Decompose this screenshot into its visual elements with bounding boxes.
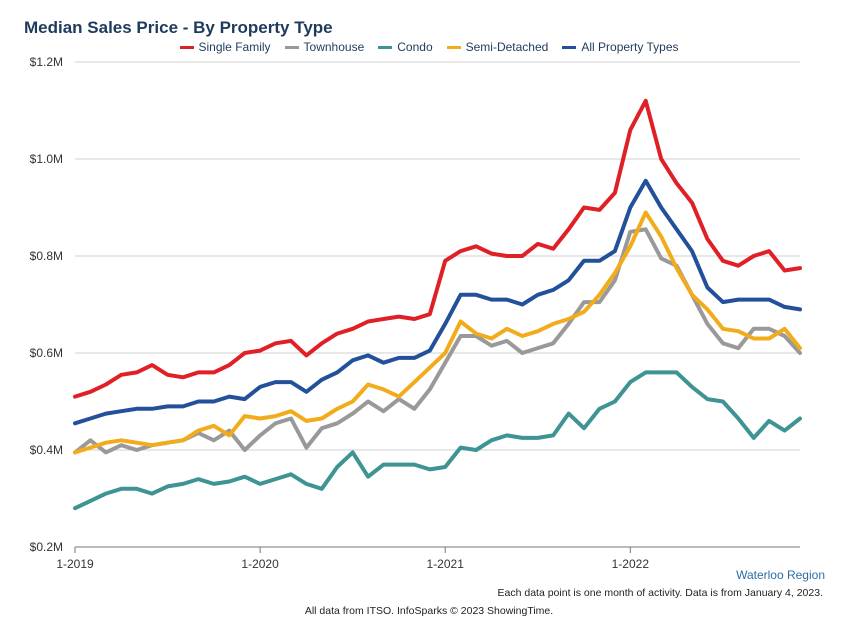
- legend-swatch: [284, 45, 299, 49]
- legend-label: Single Family: [198, 40, 271, 54]
- y-tick-label: $1.0M: [30, 152, 63, 166]
- legend-label: Semi-Detached: [465, 40, 549, 54]
- legend-swatch: [446, 45, 461, 49]
- legend-item[interactable]: Condo: [378, 40, 433, 54]
- x-tick-label: 1-2020: [241, 557, 279, 571]
- series-line-semi-detached: [73, 210, 802, 455]
- series-line-single-family: [73, 98, 802, 399]
- chart-title: Median Sales Price - By Property Type: [24, 18, 333, 37]
- legend-item[interactable]: All Property Types: [562, 40, 679, 54]
- x-tick-label: 1-2019: [56, 557, 94, 571]
- legend-item[interactable]: Townhouse: [284, 40, 365, 54]
- legend-swatch: [179, 45, 194, 49]
- y-tick-label: $0.6M: [30, 346, 63, 360]
- legend-label: Townhouse: [303, 40, 365, 54]
- series-line-condo: [73, 370, 802, 511]
- y-tick-label: $0.4M: [30, 443, 63, 457]
- legend-swatch: [378, 45, 393, 49]
- data-footnote: Each data point is one month of activity…: [497, 587, 823, 599]
- series-line-all-property-types: [73, 178, 802, 426]
- legend-swatch: [562, 45, 577, 49]
- y-tick-label: $0.8M: [30, 249, 63, 263]
- legend-label: Condo: [397, 40, 433, 54]
- y-tick-label: $1.2M: [30, 55, 63, 69]
- x-tick-label: 1-2021: [427, 557, 465, 571]
- chart-legend: Single Family Townhouse Condo Semi-Detached…: [0, 40, 858, 54]
- x-tick-label: 1-2022: [612, 557, 650, 571]
- y-tick-label: $0.2M: [30, 540, 63, 554]
- legend-item[interactable]: Semi-Detached: [446, 40, 549, 54]
- region-label: Waterloo Region: [736, 568, 825, 582]
- legend-item[interactable]: Single Family: [179, 40, 271, 54]
- data-credit: All data from ITSO. InfoSparks © 2023 Sh…: [304, 605, 554, 617]
- legend-label: All Property Types: [581, 40, 679, 54]
